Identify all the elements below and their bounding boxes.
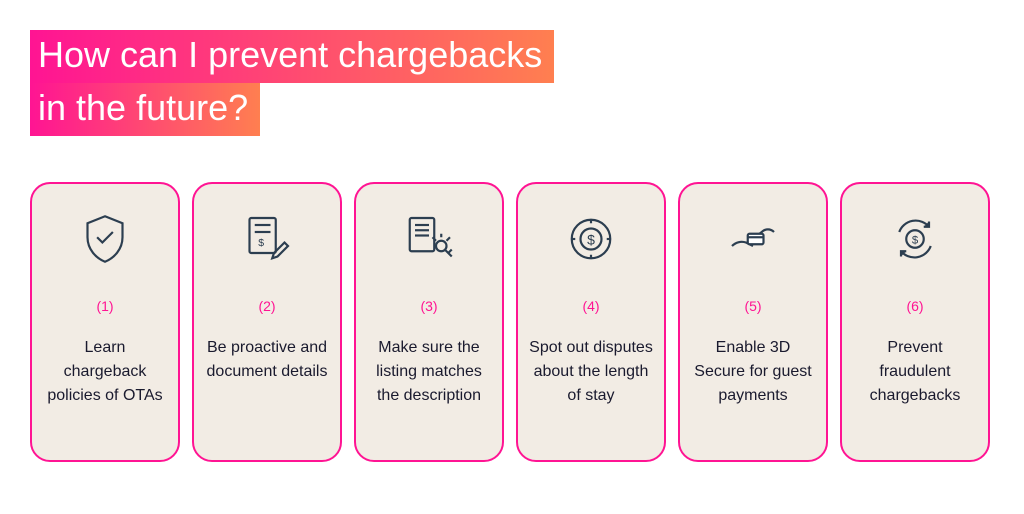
- shield-check-icon: [77, 204, 133, 274]
- svg-text:$: $: [587, 231, 595, 247]
- title-line-1: How can I prevent chargebacks: [30, 30, 554, 83]
- cards-row: (1) Learn chargeback policies of OTAs $ (…: [30, 182, 994, 462]
- document-pen-icon: $: [239, 204, 295, 274]
- hands-card-icon: [725, 204, 781, 274]
- refresh-dollar-icon: $: [887, 204, 943, 274]
- card-4: $ (4) Spot out disputes about the length …: [516, 182, 666, 462]
- svg-text:$: $: [912, 234, 919, 246]
- page-title: How can I prevent chargebacks in the fut…: [30, 30, 994, 136]
- card-1: (1) Learn chargeback policies of OTAs: [30, 182, 180, 462]
- card-text: Learn chargeback policies of OTAs: [42, 336, 168, 408]
- card-2: $ (2) Be proactive and document details: [192, 182, 342, 462]
- card-6: $ (6) Prevent fraudulent chargebacks: [840, 182, 990, 462]
- document-key-icon: [401, 204, 457, 274]
- card-number: (3): [420, 298, 437, 314]
- card-number: (5): [744, 298, 761, 314]
- card-number: (1): [96, 298, 113, 314]
- card-number: (4): [582, 298, 599, 314]
- clock-dollar-icon: $: [563, 204, 619, 274]
- card-5: (5) Enable 3D Secure for guest payments: [678, 182, 828, 462]
- card-text: Be proactive and document details: [204, 336, 330, 384]
- card-3: (3) Make sure the listing matches the des…: [354, 182, 504, 462]
- card-text: Make sure the listing matches the descri…: [366, 336, 492, 408]
- card-text: Spot out disputes about the length of st…: [528, 336, 654, 408]
- card-text: Prevent fraudulent chargebacks: [852, 336, 978, 408]
- svg-text:$: $: [258, 237, 264, 249]
- card-text: Enable 3D Secure for guest payments: [690, 336, 816, 408]
- card-number: (2): [258, 298, 275, 314]
- title-line-2: in the future?: [30, 83, 260, 136]
- card-number: (6): [906, 298, 923, 314]
